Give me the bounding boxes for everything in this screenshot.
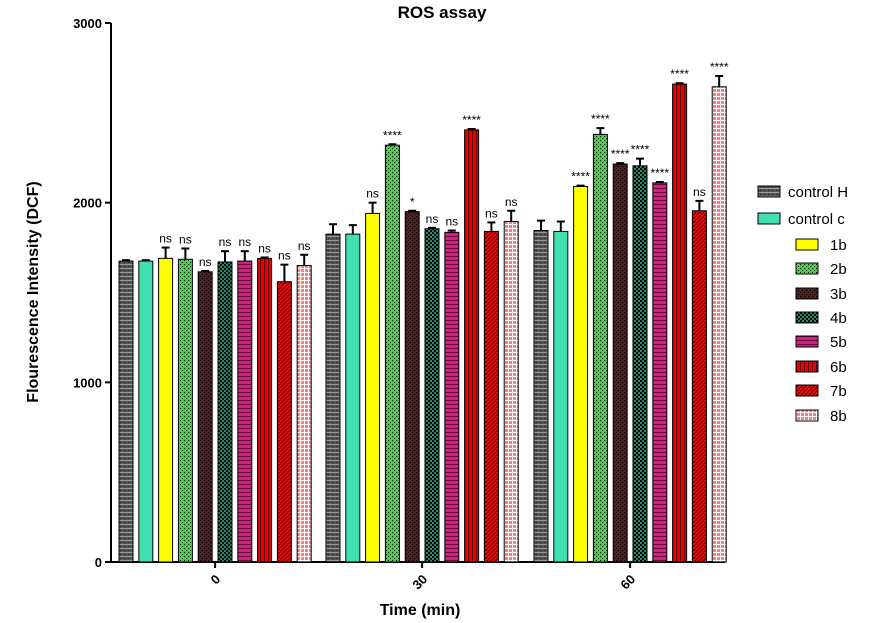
bar-2b-t60 xyxy=(592,133,608,563)
legend-label-2b: 2b xyxy=(830,261,847,278)
legend-label-control-H: control H xyxy=(788,184,848,201)
significance-label: ns xyxy=(485,206,498,220)
significance-label: **** xyxy=(462,113,481,127)
x-tick-label: 30 xyxy=(409,572,430,593)
legend-label-7b: 7b xyxy=(830,383,847,400)
bar-6b-t30 xyxy=(464,129,480,563)
significance-label: ns xyxy=(278,249,291,263)
significance-label: ns xyxy=(179,232,192,246)
x-tick-label: 60 xyxy=(617,572,638,593)
bar-1b-t30 xyxy=(365,212,381,563)
significance-label: ns xyxy=(258,241,271,255)
legend-swatch-6b xyxy=(795,360,819,373)
significance-label: **** xyxy=(650,166,669,180)
bar-4b-t60 xyxy=(632,165,648,563)
bar-3b-t60 xyxy=(612,163,628,563)
y-tick-label: 3000 xyxy=(73,16,102,31)
legend: control H control c 1b 2b 3b 4b 5b 6b 7b 8b xyxy=(757,184,848,425)
legend-label-6b: 6b xyxy=(830,359,847,376)
legend-swatch-4b xyxy=(795,311,819,324)
bar-8b-t60 xyxy=(711,86,727,563)
significance-label: ns xyxy=(445,215,458,229)
bar-2b-t30 xyxy=(384,144,400,563)
x-tick-label: 0 xyxy=(207,572,223,588)
bar-4b-t30 xyxy=(424,228,440,563)
significance-label: **** xyxy=(631,143,650,157)
y-axis-label: Flourescence Intensity (DCF) xyxy=(25,181,42,402)
legend-swatch-3b xyxy=(795,287,819,300)
bar-7b-t0 xyxy=(276,281,292,563)
legend-label-4b: 4b xyxy=(830,310,847,327)
significance-label: ns xyxy=(219,235,232,249)
legend-swatch-control-c xyxy=(757,212,781,225)
significance-label: **** xyxy=(383,128,402,142)
legend-label-5b: 5b xyxy=(830,334,847,351)
chart-title: ROS assay xyxy=(398,3,487,22)
legend-swatch-2b xyxy=(795,262,819,275)
y-tick-label: 2000 xyxy=(73,196,102,211)
significance-label: ns xyxy=(238,235,251,249)
legend-swatch-7b xyxy=(795,384,819,397)
legend-swatch-control-H xyxy=(757,185,781,198)
bar-3b-t0 xyxy=(197,271,213,563)
bar-7b-t30 xyxy=(483,230,499,563)
y-tick-label: 1000 xyxy=(73,375,102,390)
bar-7b-t60 xyxy=(691,210,707,563)
significance-label: **** xyxy=(611,147,630,161)
significance-label: ns xyxy=(426,212,439,226)
significance-label: **** xyxy=(591,112,610,126)
bar-6b-t0 xyxy=(257,257,273,563)
legend-swatch-8b xyxy=(795,409,819,422)
y-tick-label: 0 xyxy=(95,555,102,570)
bar-1b-t0 xyxy=(158,257,174,563)
legend-swatch-1b xyxy=(795,238,819,251)
bar-control-H-t60 xyxy=(533,230,549,563)
significance-label: **** xyxy=(710,60,729,74)
x-axis-label: Time (min) xyxy=(380,602,461,619)
significance-label: ns xyxy=(298,239,311,253)
legend-swatch-5b xyxy=(795,335,819,348)
significance-label: **** xyxy=(571,170,590,184)
legend-label-1b: 1b xyxy=(830,237,847,254)
significance-label: ns xyxy=(505,195,518,209)
significance-label: * xyxy=(410,195,415,209)
bar-8b-t0 xyxy=(296,265,312,563)
significance-label: ns xyxy=(199,255,212,269)
bar-control-H-t0 xyxy=(118,260,134,563)
bar-control-c-t0 xyxy=(138,260,154,563)
bar-8b-t30 xyxy=(503,221,519,563)
bar-5b-t30 xyxy=(444,231,460,563)
bar-1b-t60 xyxy=(573,185,589,563)
bar-6b-t60 xyxy=(672,83,688,563)
bar-2b-t0 xyxy=(177,258,193,563)
legend-label-8b: 8b xyxy=(830,408,847,425)
legend-label-control-c: control c xyxy=(788,211,845,228)
bar-control-c-t60 xyxy=(553,230,569,563)
significance-label: **** xyxy=(670,67,689,81)
bar-3b-t30 xyxy=(404,211,420,563)
legend-label-3b: 3b xyxy=(830,286,847,303)
bar-control-H-t30 xyxy=(325,233,341,563)
bar-5b-t0 xyxy=(237,260,253,563)
bar-5b-t60 xyxy=(652,182,668,563)
bar-4b-t0 xyxy=(217,261,233,563)
significance-label: ns xyxy=(159,232,172,246)
bar-control-c-t30 xyxy=(345,233,361,563)
significance-label: ns xyxy=(693,185,706,199)
significance-label: ns xyxy=(366,187,379,201)
